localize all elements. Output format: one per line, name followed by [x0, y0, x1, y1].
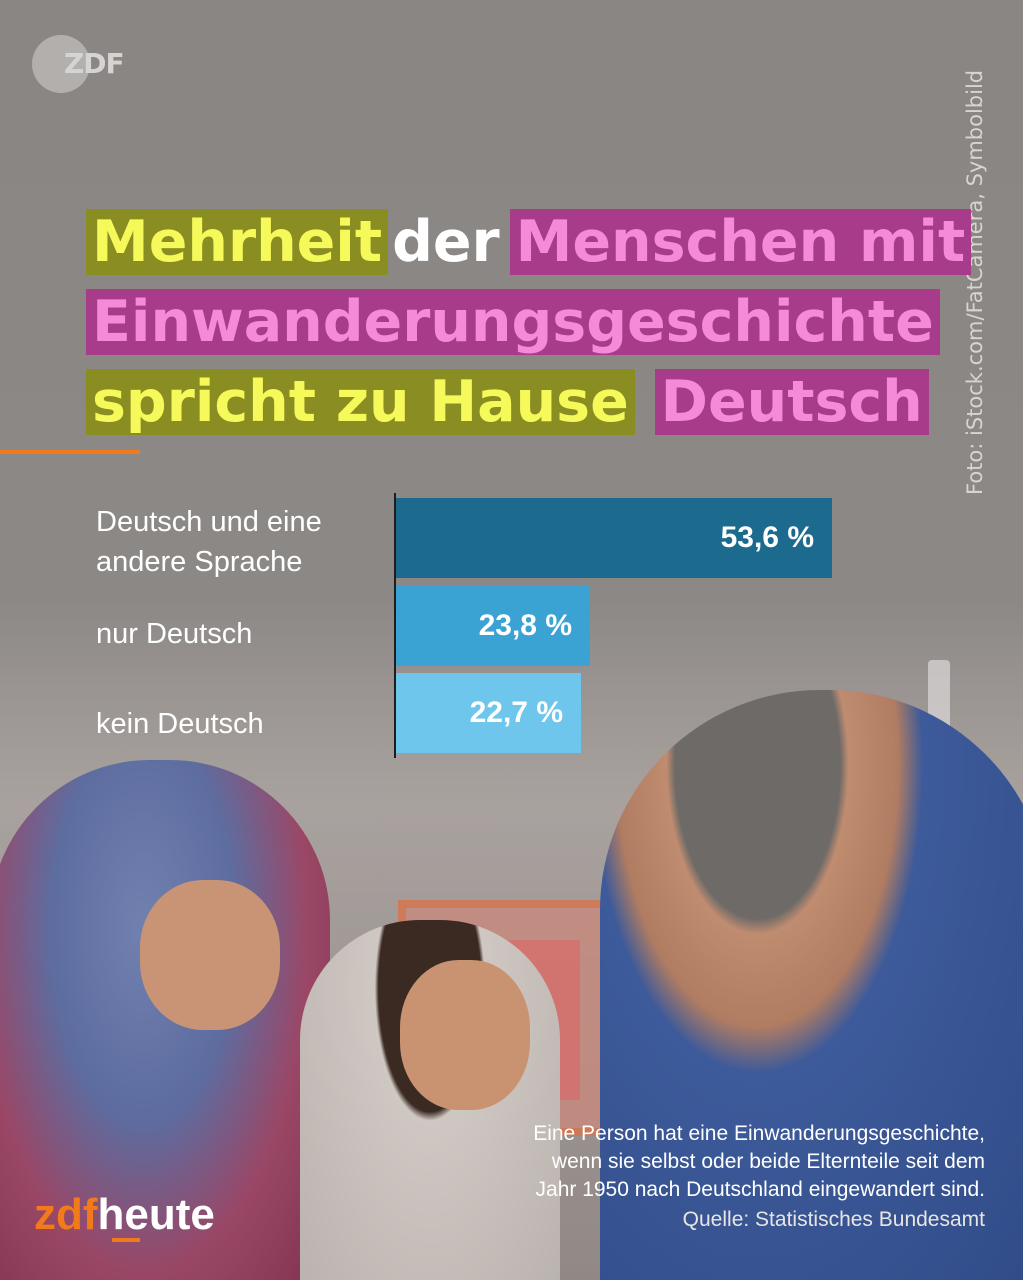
category-label: kein Deutsch: [96, 704, 264, 744]
zdfheute-logo-heute: heute: [97, 1190, 215, 1239]
footnote-line: wenn sie selbst oder beide Elternteile s…: [551, 1150, 985, 1173]
footnote-line: Jahr 1950 nach Deutschland eingewandert …: [535, 1178, 985, 1201]
zdf-logo-text: ZDF: [64, 47, 125, 80]
bar: 22,7 %: [396, 673, 581, 753]
headline-segment: Mehrheit: [86, 209, 389, 275]
headline-segment: Menschen mit: [509, 209, 972, 275]
accent-rule: [0, 450, 140, 454]
bar-value-label: 53,6 %: [720, 521, 814, 554]
photo-credit-text: Foto: iStock.com/FatCamera, Symbolbild: [963, 69, 987, 495]
bar-chart: Deutsch und eine andere Sprache 53,6 % nur …: [0, 490, 1023, 760]
zdfheute-logo: zdfheute: [34, 1190, 215, 1242]
headline-line-1: Mehrheit der Menschen mit: [86, 202, 972, 282]
source-note: Quelle: Statistisches Bundesamt: [682, 1208, 985, 1231]
bar-value-label: 23,8 %: [478, 609, 572, 642]
footnote-line: Eine Person hat eine Einwanderungsgeschi…: [533, 1122, 985, 1145]
category-label-line: andere Sprache: [96, 546, 303, 578]
category-label-line: Deutsch und eine: [96, 506, 322, 538]
category-label-line: nur Deutsch: [96, 618, 253, 650]
headline: Mehrheit der Menschen mit Einwanderungsges…: [86, 202, 972, 442]
footnote: Eine Person hat eine Einwanderungsgeschi…: [425, 1120, 985, 1204]
photo-person-left: [0, 760, 330, 1280]
bar-value-label: 22,7 %: [469, 696, 563, 729]
zdfheute-logo-zdf: zdf: [34, 1190, 98, 1239]
category-label: nur Deutsch: [96, 614, 252, 654]
photo-face-child: [400, 960, 530, 1110]
chart-axis: [394, 493, 396, 758]
photo-person-right: [600, 690, 1023, 1280]
category-label-line: kein Deutsch: [96, 708, 264, 740]
headline-line-3: spricht zu Hause Deutsch: [86, 362, 966, 442]
zdfheute-logo-underline: [112, 1238, 140, 1242]
category-label: Deutsch und eine andere Sprache: [96, 502, 322, 582]
headline-line-2: Einwanderungsgeschichte: [86, 282, 966, 362]
bar: 53,6 %: [396, 498, 832, 578]
headline-segment: Deutsch: [654, 369, 929, 435]
photo-face-left: [140, 880, 280, 1030]
headline-segment: Einwanderungsgeschichte: [86, 289, 940, 355]
headline-segment: spricht zu Hause: [86, 369, 635, 435]
zdf-logo-circle: [32, 35, 90, 93]
bar: 23,8 %: [396, 586, 590, 666]
headline-segment: der: [392, 209, 500, 275]
